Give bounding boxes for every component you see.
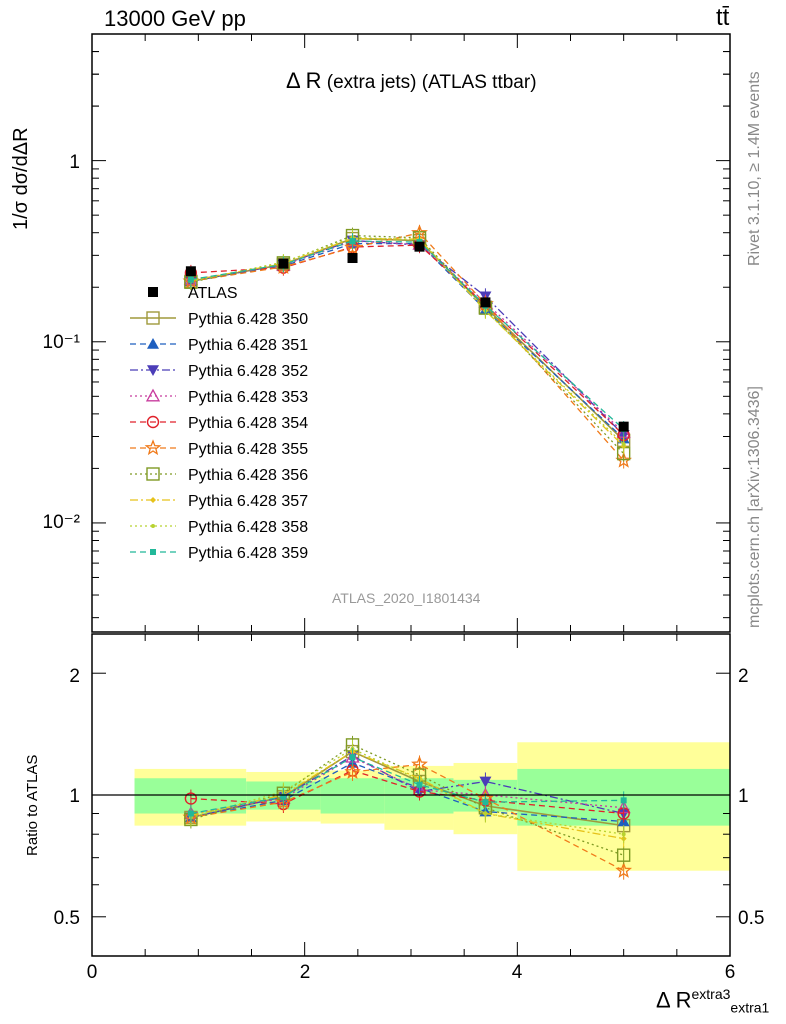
axis-tick-labels: 10⁻² 10⁻¹ 1 0.5 1 2 0.5 1 2 0 2 4 6 — [43, 152, 765, 983]
main-series-point — [187, 276, 194, 283]
ratio-series-point — [615, 861, 633, 878]
legend-label: Pythia 6.428 357 — [188, 493, 308, 510]
ratio-series-point — [280, 793, 287, 800]
ratio-series-point — [621, 832, 626, 837]
main-series-lines — [182, 224, 632, 469]
main-series-point — [621, 442, 626, 447]
ratio-band-stat — [320, 778, 385, 814]
main-series-line — [190, 244, 625, 436]
legend-marker — [147, 365, 159, 376]
ratio-bands — [134, 742, 730, 871]
ratio-tick-label-right: 2 — [738, 666, 749, 687]
energy-label: 13000 GeV pp — [104, 6, 246, 31]
legend-label: Pythia 6.428 353 — [188, 389, 308, 406]
ratio-series-line — [190, 750, 624, 840]
legend-label: Pythia 6.428 356 — [188, 467, 308, 484]
legend-marker — [150, 549, 156, 555]
main-series-line — [190, 240, 625, 430]
ratio-series-point — [483, 811, 488, 816]
ratio-series-point — [479, 776, 492, 788]
legend-marker — [151, 524, 155, 528]
atlas-data-point — [278, 258, 289, 269]
legend-label: Pythia 6.428 352 — [188, 363, 308, 380]
x-axis-label-main: Δ R — [656, 987, 692, 1013]
ratio-series-point — [416, 781, 423, 788]
main-series-line — [190, 236, 625, 445]
main-frame — [91, 33, 731, 633]
main-series-line — [190, 232, 625, 461]
ratio-series-point — [187, 810, 194, 817]
x-tick-label: 4 — [512, 962, 523, 983]
ratio-tick-label-right: 1 — [738, 786, 749, 807]
ratio-tick-label: 0.5 — [54, 908, 80, 929]
plot-title-rest: (extra jets) (ATLAS ttbar) — [326, 72, 537, 93]
ratio-tick-label: 1 — [69, 786, 80, 807]
analysis-id: ATLAS_2020_I1801434 — [332, 590, 481, 606]
process-label: tt̄ — [716, 4, 730, 31]
legend-marker — [150, 497, 156, 503]
atlas-data-point — [347, 253, 358, 264]
x-axis-label-sup: extra3 — [691, 986, 731, 1002]
legend-label: Pythia 6.428 359 — [188, 545, 308, 562]
ratio-series-line — [190, 750, 624, 827]
legend-label-atlas: ATLAS — [188, 285, 238, 302]
x-tick-label: 0 — [87, 962, 98, 983]
main-series-point — [344, 238, 361, 255]
legend-marker — [147, 338, 159, 349]
ratio-tick-label-right: 0.5 — [738, 908, 764, 929]
ratio-series-line — [190, 756, 624, 815]
main-series-line — [190, 234, 625, 455]
legend-marker — [146, 415, 160, 429]
legend-marker — [144, 439, 162, 456]
legend-label: Pythia 6.428 358 — [188, 519, 308, 536]
ratio-series-point — [184, 792, 198, 805]
legend-marker-atlas — [148, 287, 158, 297]
main-series-line — [190, 237, 625, 447]
x-tick-label: 2 — [300, 962, 311, 983]
legend-label: Pythia 6.428 354 — [188, 415, 308, 432]
ratio-series-point — [344, 763, 361, 780]
y-tick-label: 1 — [69, 152, 80, 173]
legend-marker — [146, 311, 160, 325]
plot-title-main: Δ R — [286, 68, 322, 93]
ratio-series-line — [190, 748, 624, 835]
ratio-series-point — [349, 754, 356, 761]
ratio-series-line — [190, 744, 624, 856]
legend: ATLAS Pythia 6.428 350 Pythia 6.428 351 Pyt… — [130, 285, 308, 562]
axis-ticks — [91, 33, 731, 957]
legend-label: Pythia 6.428 351 — [188, 337, 308, 354]
ratio-series-line — [190, 769, 624, 815]
atlas-data-point — [185, 266, 196, 277]
ratio-series-point — [620, 797, 627, 804]
main-series-point — [349, 238, 356, 245]
y-tick-label: 10⁻¹ — [43, 332, 81, 353]
ratio-series-point — [616, 848, 631, 862]
x-axis-label-sub: extra1 — [730, 999, 770, 1016]
atlas-data-point — [618, 421, 629, 432]
atlas-data-point — [414, 241, 425, 252]
y-tick-label: 10⁻² — [43, 512, 81, 533]
legend-marker — [146, 467, 160, 481]
ratio-series-point — [482, 799, 489, 806]
atlas-data-point — [480, 297, 491, 308]
legend-marker — [145, 388, 161, 402]
legend-label: Pythia 6.428 350 — [188, 311, 308, 328]
plot-title: Δ R (extra jets) (ATLAS ttbar) — [286, 68, 537, 94]
main-series-point — [615, 451, 632, 468]
main-series-line — [190, 240, 625, 433]
ratio-series-line — [190, 763, 624, 872]
x-tick-label: 6 — [725, 962, 736, 983]
x-axis-label: Δ Rextra3extra1 — [656, 986, 769, 1016]
ratio-series-lines — [182, 735, 633, 880]
ratio-tick-label: 2 — [69, 666, 80, 687]
legend-label: Pythia 6.428 355 — [188, 441, 308, 458]
